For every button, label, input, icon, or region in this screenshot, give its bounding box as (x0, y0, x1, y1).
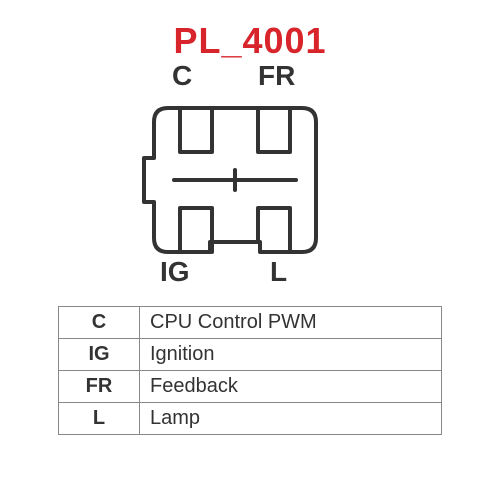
pin-label-c: C (172, 60, 192, 92)
legend-desc: CPU Control PWM (140, 307, 442, 339)
legend-row: L Lamp (59, 403, 442, 435)
legend-row: IG Ignition (59, 339, 442, 371)
part-number-title: PL_4001 (0, 20, 500, 62)
legend-row: FR Feedback (59, 371, 442, 403)
legend-code: IG (59, 339, 140, 371)
pin-label-l: L (270, 256, 287, 288)
legend-code: L (59, 403, 140, 435)
legend-row: C CPU Control PWM (59, 307, 442, 339)
legend-code: FR (59, 371, 140, 403)
legend-table: C CPU Control PWM IG Ignition FR Feedbac… (58, 306, 442, 435)
pin-label-ig: IG (160, 256, 190, 288)
connector-diagram: C FR IG L (130, 60, 370, 290)
pin-label-fr: FR (258, 60, 295, 92)
legend-desc: Feedback (140, 371, 442, 403)
legend-desc: Lamp (140, 403, 442, 435)
legend-code: C (59, 307, 140, 339)
legend-desc: Ignition (140, 339, 442, 371)
